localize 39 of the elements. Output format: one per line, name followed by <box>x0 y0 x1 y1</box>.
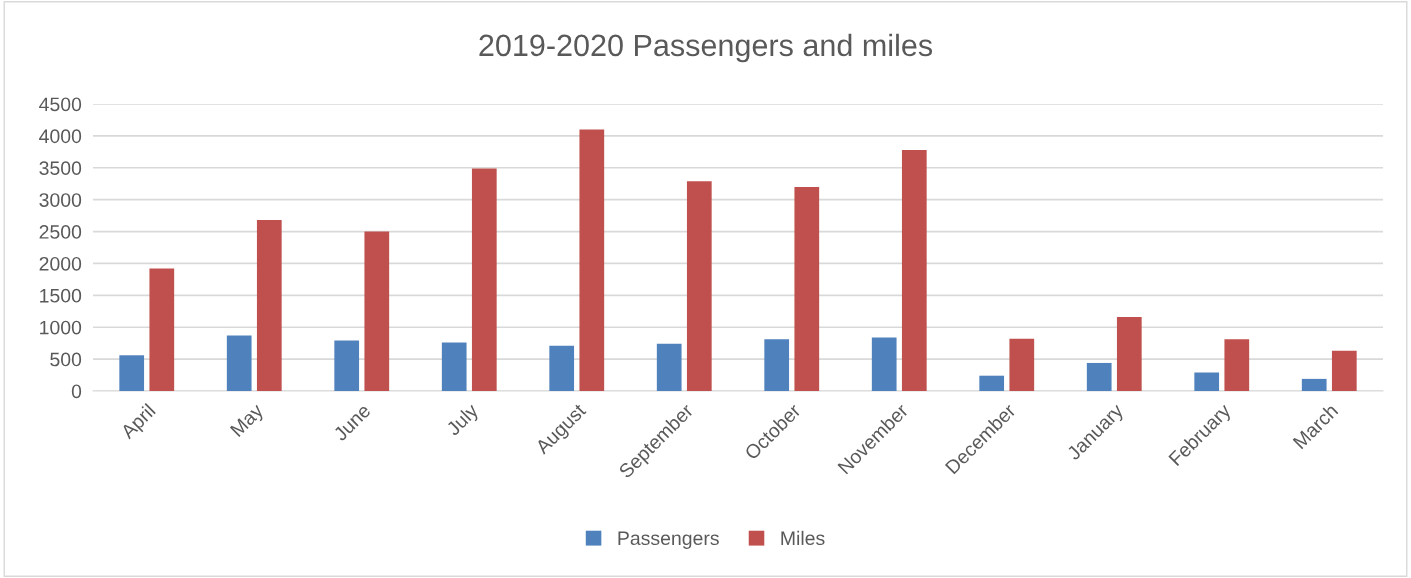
bar <box>256 220 282 391</box>
y-tick-label: 1000 <box>40 320 82 335</box>
bar <box>441 342 467 391</box>
bar <box>471 168 497 391</box>
bar <box>979 375 1005 391</box>
y-tick-label: 4500 <box>39 97 82 112</box>
y-tick-label: 3500 <box>39 161 82 176</box>
bar <box>1224 339 1250 391</box>
legend-label: Passengers <box>618 531 719 549</box>
bar <box>1301 378 1327 391</box>
bar <box>764 339 790 391</box>
legend-label: Miles <box>781 530 825 546</box>
bar <box>334 340 360 391</box>
x-tick-label: July <box>445 402 483 440</box>
y-tick-label: 4000 <box>39 129 82 144</box>
y-tick-label: 0 <box>71 384 82 399</box>
y-tick-label: 1500 <box>40 288 82 303</box>
x-tick-label: May <box>229 402 268 440</box>
y-tick-label: 2000 <box>39 256 82 271</box>
y-tick-label: 500 <box>50 352 82 367</box>
bar <box>364 231 390 391</box>
bar <box>226 335 252 391</box>
bar <box>119 355 145 391</box>
bar <box>1086 362 1112 391</box>
bar <box>1009 338 1035 391</box>
y-tick-label: 3000 <box>39 193 82 207</box>
bar <box>549 345 575 391</box>
bar <box>579 129 605 391</box>
bar <box>686 181 712 391</box>
bar <box>1116 317 1142 391</box>
bar <box>794 186 820 391</box>
bar <box>656 343 682 391</box>
bar <box>1331 350 1357 391</box>
y-tick-label: 2500 <box>39 225 82 239</box>
bar <box>871 337 897 391</box>
bar <box>901 149 927 391</box>
chart-title: 2019-2020 Passengers and miles <box>479 33 933 63</box>
bar <box>1194 372 1220 391</box>
bar <box>149 268 175 391</box>
